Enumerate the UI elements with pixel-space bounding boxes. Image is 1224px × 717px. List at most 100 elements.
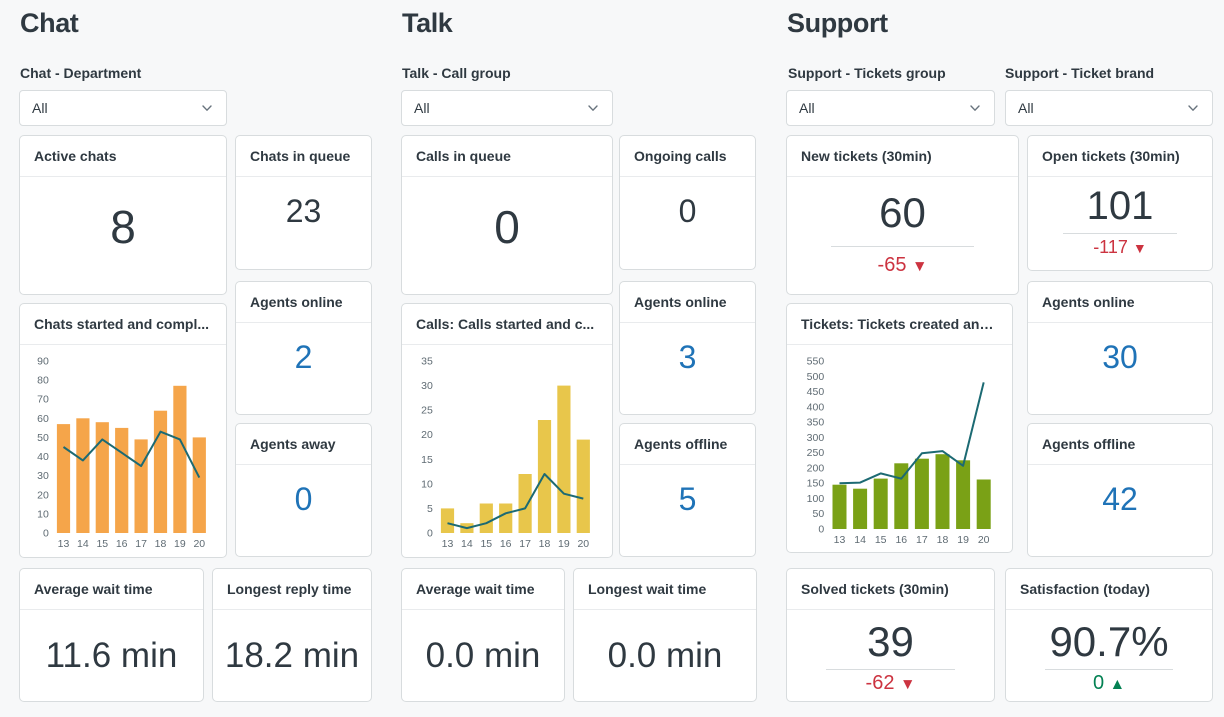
card-title: Satisfaction (today): [1006, 569, 1212, 610]
chat-department-select-value: All: [32, 100, 48, 116]
support-agents-online-value: 30: [1102, 339, 1138, 375]
ongoing-calls-value: 0: [678, 193, 697, 229]
chat-longest-reply-time-value: 18.2 min: [224, 636, 360, 675]
svg-text:100: 100: [806, 493, 824, 505]
svg-text:5: 5: [427, 503, 433, 515]
satisfaction-card: Satisfaction (today) 90.7% 0 ▲: [1005, 568, 1213, 702]
calls-started-completed-chart: 0 5 10 15 20 25 30 35 13 14 15 16 17 18 19 20: [421, 356, 590, 550]
svg-text:0: 0: [43, 528, 49, 540]
calls-started-completed-chart-card: Calls: Calls started and c... 0 5 10 15 20 25…: [401, 303, 613, 558]
svg-text:35: 35: [421, 356, 433, 368]
card-title: Calls in queue: [402, 136, 612, 177]
svg-text:13: 13: [58, 538, 70, 550]
support-ticket-brand-select[interactable]: All: [1005, 90, 1213, 126]
svg-text:50: 50: [37, 432, 49, 444]
card-title: Open tickets (30min): [1028, 136, 1212, 177]
solved-tickets-value: 39: [867, 618, 914, 665]
svg-text:20: 20: [193, 538, 205, 550]
delta-divider: [830, 246, 975, 248]
svg-text:15: 15: [480, 538, 492, 550]
talk-average-wait-time-value: 0.0 min: [425, 636, 541, 675]
chats-started-completed-chart-card: Chats started and compl... 0 10 20 30 40 50 60…: [19, 303, 227, 558]
support-tickets-group-select-value: All: [799, 100, 815, 116]
svg-text:250: 250: [806, 447, 824, 459]
chat-agents-online-card: Agents online 2: [235, 281, 372, 415]
support-tickets-group-label: Support - Tickets group: [788, 65, 946, 81]
chat-filter-label: Chat - Department: [20, 65, 142, 81]
chats-started-completed-chart: 0 10 20 30 40 50 60 70 80 90 13 14 15 16 17 18 19 20: [37, 356, 206, 550]
talk-agents-offline-value: 5: [678, 481, 697, 517]
chat-section: Chat Chat - Department All Active chats …: [19, 0, 372, 717]
svg-text:16: 16: [500, 538, 512, 550]
svg-text:10: 10: [421, 478, 433, 490]
support-section-title: Support: [787, 8, 888, 38]
satisfaction-value: 90.7%: [1049, 618, 1169, 665]
svg-text:30: 30: [37, 470, 49, 482]
talk-section: Talk Talk - Call group All Calls in queu…: [401, 0, 757, 717]
support-agents-offline-value: 42: [1102, 481, 1138, 517]
calls-in-queue-card: Calls in queue 0: [401, 135, 613, 295]
svg-text:50: 50: [812, 508, 824, 520]
svg-text:19: 19: [558, 538, 570, 550]
new-tickets-card: New tickets (30min) 60 -65 ▼: [786, 135, 1019, 295]
card-title: Average wait time: [402, 569, 564, 610]
chevron-down-icon: [1186, 101, 1200, 115]
card-title: Chats in queue: [236, 136, 371, 177]
down-arrow-icon: ▼: [900, 676, 916, 694]
chat-average-wait-time-value: 11.6 min: [45, 636, 178, 675]
talk-section-title: Talk: [402, 8, 453, 38]
chats-in-queue-card: Chats in queue 23: [235, 135, 372, 270]
svg-text:400: 400: [806, 401, 824, 413]
svg-text:20: 20: [577, 538, 589, 550]
card-title: Agents online: [236, 282, 371, 323]
chat-department-select[interactable]: All: [19, 90, 227, 126]
svg-text:18: 18: [155, 538, 167, 550]
svg-text:19: 19: [957, 534, 969, 546]
svg-text:60: 60: [37, 413, 49, 425]
chevron-down-icon: [200, 101, 214, 115]
talk-filter-label: Talk - Call group: [402, 65, 511, 81]
svg-text:30: 30: [421, 380, 433, 392]
svg-text:14: 14: [461, 538, 473, 550]
calls-in-queue-value: 0: [494, 201, 520, 253]
svg-text:15: 15: [96, 538, 108, 550]
card-title: Agents online: [620, 282, 755, 323]
svg-text:20: 20: [421, 429, 433, 441]
card-title: Ongoing calls: [620, 136, 755, 177]
card-title: Active chats: [20, 136, 226, 177]
chats-in-queue-value: 23: [285, 193, 322, 229]
tickets-created-solved-chart-card: Tickets: Tickets created and ... 0 50 100 1…: [786, 303, 1013, 553]
chevron-down-icon: [586, 101, 600, 115]
card-title: Longest reply time: [213, 569, 371, 610]
svg-text:15: 15: [421, 454, 433, 466]
card-title: Agents offline: [1028, 424, 1212, 465]
support-tickets-group-select[interactable]: All: [786, 90, 995, 126]
tickets-created-solved-chart: 0 50 100 150 200 250 300 350 400 450 500 550 13 14 15 1…: [806, 356, 991, 546]
card-title: Chats started and compl...: [20, 304, 226, 345]
chat-average-wait-time-card: Average wait time 11.6 min: [19, 568, 204, 702]
card-title: Tickets: Tickets created and ...: [787, 304, 1012, 345]
svg-text:18: 18: [936, 534, 948, 546]
card-title: Agents offline: [620, 424, 755, 465]
support-agents-online-card: Agents online 30: [1027, 281, 1213, 415]
svg-text:70: 70: [37, 394, 49, 406]
svg-text:16: 16: [895, 534, 907, 546]
open-tickets-delta: -117 ▼: [1093, 237, 1147, 257]
svg-text:19: 19: [174, 538, 186, 550]
delta-divider: [1062, 233, 1178, 234]
talk-agents-offline-card: Agents offline 5: [619, 423, 756, 557]
active-chats-value: 8: [110, 201, 136, 253]
card-title: Average wait time: [20, 569, 203, 610]
svg-text:14: 14: [854, 534, 866, 546]
ongoing-calls-card: Ongoing calls 0: [619, 135, 756, 270]
svg-text:40: 40: [37, 451, 49, 463]
open-tickets-card: Open tickets (30min) 101 -117 ▼: [1027, 135, 1213, 271]
open-tickets-value: 101: [1086, 184, 1154, 228]
svg-text:500: 500: [806, 371, 824, 383]
talk-call-group-select[interactable]: All: [401, 90, 613, 126]
svg-text:550: 550: [806, 356, 824, 368]
delta-divider: [1045, 669, 1173, 671]
svg-text:0: 0: [818, 524, 824, 536]
card-title: Agents online: [1028, 282, 1212, 323]
